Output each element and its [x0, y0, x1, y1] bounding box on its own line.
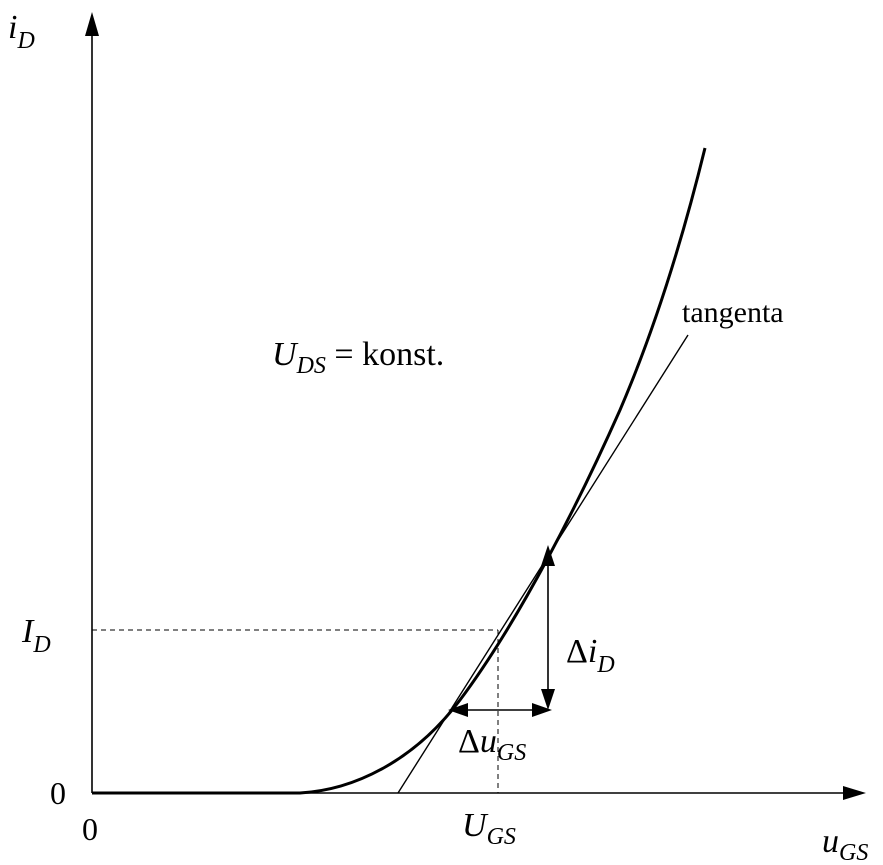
tangent-label: tangenta — [682, 296, 784, 329]
operating-current-label: ID — [21, 613, 51, 658]
condition-label: UDS = konst. — [272, 336, 444, 379]
delta-current-arrowhead-top — [541, 545, 555, 566]
delta-voltage-arrowhead-left — [448, 703, 468, 717]
origin-x-label: 0 — [82, 811, 98, 847]
x-axis-label: uGS — [822, 823, 868, 865]
delta-current-label: ΔiD — [566, 633, 615, 678]
delta-voltage-arrowhead-right — [532, 703, 552, 717]
delta-current-arrowhead-bottom — [541, 689, 555, 710]
y-axis-label: iD — [8, 9, 35, 54]
characteristic-curve — [92, 147, 707, 795]
origin-y-label: 0 — [50, 775, 66, 811]
delta-voltage-label: ΔuGS — [458, 723, 526, 766]
x-axis-arrowhead — [843, 786, 866, 800]
y-axis-arrowhead — [85, 12, 99, 36]
operating-voltage-label: UGS — [462, 807, 516, 850]
